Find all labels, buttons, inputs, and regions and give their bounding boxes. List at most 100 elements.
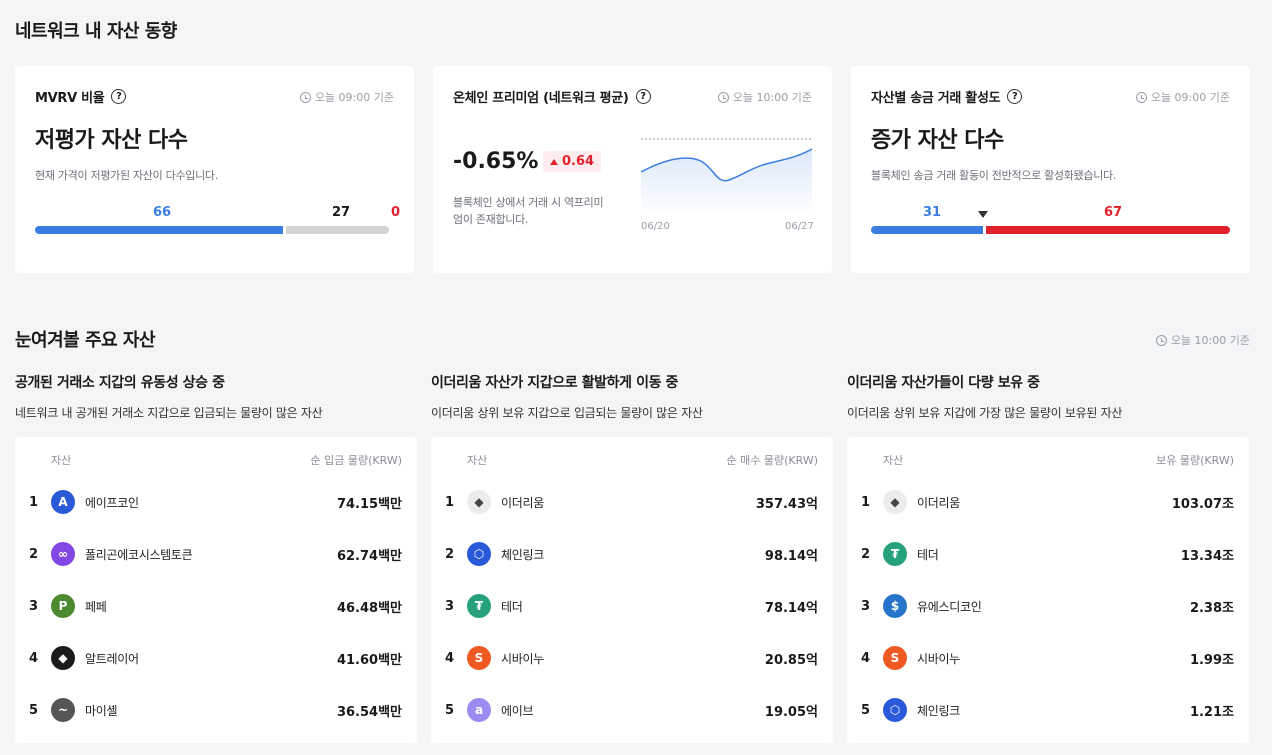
pepe-icon: P xyxy=(51,594,75,618)
table-row[interactable]: 4 S 시바이누 20.85억 xyxy=(431,643,818,673)
asset-name: 체인링크 xyxy=(917,703,960,718)
asset-name: 유에스디코인 xyxy=(917,599,982,614)
asset-value: 19.05억 xyxy=(764,704,818,720)
transfer-headline: 증가 자산 다수 xyxy=(871,128,1004,153)
asset-value: 1.21조 xyxy=(1189,704,1234,720)
asset-value: 20.85억 xyxy=(764,652,818,668)
asset-list-eth-holdings: 이더리움 자산가들이 다량 보유 중 이더리움 상위 보유 지갑에 가장 많은 … xyxy=(847,372,1249,743)
help-icon[interactable]: ? xyxy=(635,89,651,104)
asset-name: 알트레이어 xyxy=(85,651,139,666)
transfer-decrease-bar xyxy=(871,226,983,234)
clock-icon xyxy=(1135,91,1147,103)
list-title: 이더리움 자산가들이 다량 보유 중 xyxy=(847,375,1040,391)
table-row[interactable]: 3 ₮ 테더 78.14억 xyxy=(431,591,818,621)
table-row[interactable]: 5 a 에이브 19.05억 xyxy=(431,695,818,725)
mvrv-card: MVRV 비율 ? 오늘 09:00 기준 저평가 자산 다수 현재 가격이 저… xyxy=(15,66,414,273)
asset-value: 98.14억 xyxy=(764,548,818,564)
asset-value: 74.15백만 xyxy=(336,496,402,512)
premium-updated: 오늘 10:00 기준 xyxy=(717,89,812,105)
row-rank: 1 xyxy=(29,494,39,510)
table-row[interactable]: 3 $ 유에스디코인 2.38조 xyxy=(847,591,1234,621)
key-assets-updated: 오늘 10:00 기준 xyxy=(1155,332,1250,348)
list-subtitle: 이더리움 상위 보유 지갑으로 입금되는 물량이 많은 자산 xyxy=(431,406,703,420)
table-row[interactable]: 5 ⬡ 체인링크 1.21조 xyxy=(847,695,1234,725)
premium-sparkline xyxy=(641,138,812,216)
asset-list-exchange: 공개된 거래소 지갑의 유동성 상승 중 네트워크 내 공개된 거래소 지갑으로… xyxy=(15,372,417,743)
asset-value: 103.07조 xyxy=(1171,496,1234,512)
table-row[interactable]: 2 ∞ 폴리곤에코시스템토큰 62.74백만 xyxy=(15,539,402,569)
section-title-network-trends: 네트워크 내 자산 동향 xyxy=(15,21,177,42)
row-rank: 4 xyxy=(29,650,39,666)
premium-value: -0.65% xyxy=(453,149,539,174)
premium-change-badge: 0.64 xyxy=(543,151,602,172)
asset-value: 78.14억 xyxy=(764,600,818,616)
table-row[interactable]: 4 ◆ 알트레이어 41.60백만 xyxy=(15,643,402,673)
myshell-icon: ~ xyxy=(51,698,75,722)
list-header: 자산 순 입금 물량(KRW) xyxy=(51,454,402,467)
premium-end-date: 06/27 xyxy=(785,221,814,232)
mvrv-undervalued-count: 66 xyxy=(153,205,172,220)
row-rank: 4 xyxy=(861,650,871,666)
mvrv-overvalued-count: 0 xyxy=(391,205,401,220)
asset-name: 체인링크 xyxy=(501,547,544,562)
table-row[interactable]: 5 ~ 마이셸 36.54백만 xyxy=(15,695,402,725)
asset-value: 13.34조 xyxy=(1180,548,1234,564)
table-row[interactable]: 4 S 시바이누 1.99조 xyxy=(847,643,1234,673)
list-card: 자산 순 입금 물량(KRW) 1 A 에이프코인 74.15백만 2 ∞ 폴리곤에코시스템… xyxy=(15,437,417,743)
table-row[interactable]: 1 ◆ 이더리움 357.43억 xyxy=(431,487,818,517)
row-rank: 5 xyxy=(861,702,871,718)
row-rank: 3 xyxy=(29,598,39,614)
apecoin-icon: A xyxy=(51,490,75,514)
transfer-desc: 블록체인 송금 거래 활동이 전반적으로 활성화됐습니다. xyxy=(871,169,1117,182)
row-rank: 3 xyxy=(861,598,871,614)
asset-value: 41.60백만 xyxy=(336,652,402,668)
asset-value: 1.99조 xyxy=(1189,652,1234,668)
transfer-decrease-count: 31 xyxy=(923,205,942,220)
table-row[interactable]: 3 P 페페 46.48백만 xyxy=(15,591,402,621)
premium-title: 온체인 프리미엄 (네트워크 평균) xyxy=(453,91,629,106)
table-row[interactable]: 2 ₮ 테더 13.34조 xyxy=(847,539,1234,569)
triangle-up-icon xyxy=(550,158,558,165)
asset-name: 시바이누 xyxy=(917,651,960,666)
row-rank: 1 xyxy=(861,494,871,510)
row-rank: 4 xyxy=(445,650,455,666)
list-card: 자산 보유 물량(KRW) 1 ◆ 이더리움 103.07조 2 ₮ 테더 13.34조 3 $ 유… xyxy=(847,437,1249,743)
tether-icon: ₮ xyxy=(883,542,907,566)
marker-icon xyxy=(978,211,988,218)
help-icon[interactable]: ? xyxy=(111,89,127,104)
ethereum-icon: ◆ xyxy=(467,490,491,514)
table-row[interactable]: 1 A 에이프코인 74.15백만 xyxy=(15,487,402,517)
mvrv-title: MVRV 비율 xyxy=(35,91,105,106)
asset-value: 62.74백만 xyxy=(336,548,402,564)
row-rank: 3 xyxy=(445,598,455,614)
polygon-icon: ∞ xyxy=(51,542,75,566)
table-row[interactable]: 1 ◆ 이더리움 103.07조 xyxy=(847,487,1234,517)
row-rank: 5 xyxy=(445,702,455,718)
row-rank: 2 xyxy=(29,546,39,562)
asset-name: 폴리곤에코시스템토큰 xyxy=(85,547,193,562)
help-icon[interactable]: ? xyxy=(1007,89,1023,104)
asset-name: 시바이누 xyxy=(501,651,544,666)
ethereum-icon: ◆ xyxy=(883,490,907,514)
aave-icon: a xyxy=(467,698,491,722)
asset-name: 이더리움 xyxy=(501,495,544,510)
transfer-updated: 오늘 09:00 기준 xyxy=(1135,89,1230,105)
premium-start-date: 06/20 xyxy=(641,221,670,232)
asset-name: 에이프코인 xyxy=(85,495,139,510)
table-row[interactable]: 2 ⬡ 체인링크 98.14억 xyxy=(431,539,818,569)
list-title: 공개된 거래소 지갑의 유동성 상승 중 xyxy=(15,375,225,391)
row-rank: 5 xyxy=(29,702,39,718)
asset-value: 357.43억 xyxy=(755,496,818,512)
list-title: 이더리움 자산가 지갑으로 활발하게 이동 중 xyxy=(431,375,679,391)
mvrv-neutral-count: 27 xyxy=(332,205,351,220)
asset-name: 에이브 xyxy=(501,703,534,718)
transfer-title: 자산별 송금 거래 활성도 xyxy=(871,91,1001,106)
asset-name: 마이셸 xyxy=(85,703,118,718)
asset-name: 테더 xyxy=(917,547,939,562)
list-card: 자산 순 매수 물량(KRW) 1 ◆ 이더리움 357.43억 2 ⬡ 체인링크 98.14… xyxy=(431,437,833,743)
row-rank: 1 xyxy=(445,494,455,510)
asset-name: 테더 xyxy=(501,599,523,614)
altlayer-icon: ◆ xyxy=(51,646,75,670)
list-subtitle: 네트워크 내 공개된 거래소 지갑으로 입금되는 물량이 많은 자산 xyxy=(15,406,323,420)
premium-desc: 블록체인 상에서 거래 시 역프리미엄이 존재합니다. xyxy=(453,196,604,226)
